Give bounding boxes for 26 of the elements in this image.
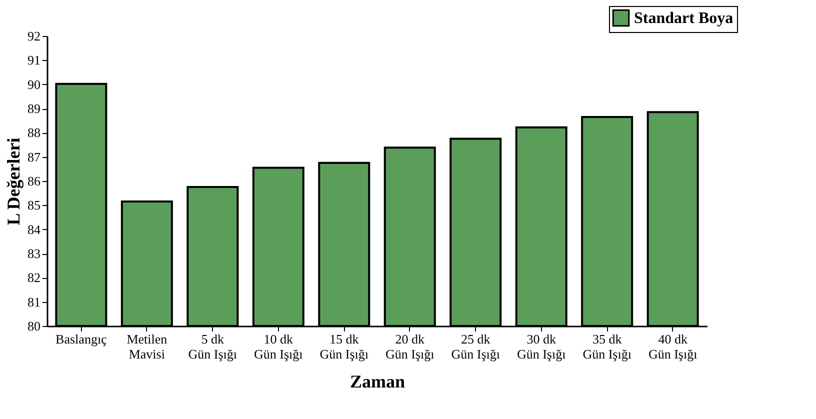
x-tick-label: 10 dk Gün Işığı — [254, 332, 304, 362]
x-tick-label: 40 dk Gün Işığı — [648, 332, 698, 362]
y-tick-label: 92 — [28, 28, 40, 44]
legend-label: Standart Boya — [634, 10, 734, 27]
y-axis-title: L Değerleri — [4, 138, 24, 226]
y-tick-label: 91 — [28, 52, 40, 68]
y-tick-label: 87 — [28, 149, 41, 164]
y-tick-label: 86 — [28, 174, 41, 188]
y-tick-label: 89 — [28, 101, 40, 116]
x-tick-label: Metilen Mavisi — [126, 332, 168, 362]
x-tick-label: 30 dk Gün Işığı — [516, 332, 566, 362]
y-tick-label: 82 — [28, 270, 40, 286]
x-tick-label: 20 dk Gün Işığı — [385, 332, 435, 362]
y-tick-label: 88 — [28, 125, 40, 140]
y-tick-label: 84 — [28, 222, 41, 237]
x-tick-label: 35 dk Gün Işığı — [582, 332, 632, 362]
y-tick-label: 85 — [28, 198, 40, 213]
x-tick-label: 15 dk Gün Işığı — [320, 332, 369, 362]
y-tick-label: 83 — [28, 246, 40, 261]
x-axis-title: Zaman — [350, 372, 406, 392]
x-tick-label: 5 dk Gün Işığı — [188, 332, 238, 362]
y-tick-label: 90 — [28, 76, 40, 92]
y-tick-label: 80 — [28, 318, 40, 334]
x-tick-label: 25 dk Gün Işığı — [451, 332, 500, 362]
x-tick-label: Baslangıç — [56, 332, 108, 346]
y-tick-label: 81 — [28, 294, 40, 310]
